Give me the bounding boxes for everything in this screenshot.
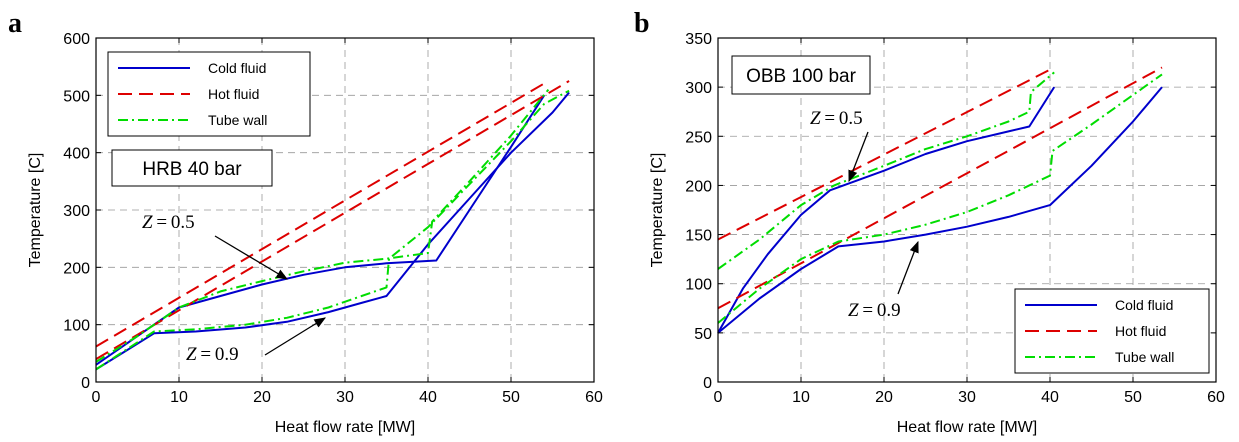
panel-b: b 0 10 20 30 40 50 60 0 50 100 150 200 250 300 350 Heat …	[634, 8, 1225, 436]
y-tick-label: 100	[685, 277, 712, 294]
annotation-arrow	[897, 240, 919, 295]
x-tick-label: 50	[1124, 389, 1142, 406]
series-line-tube-wall	[717, 73, 1163, 324]
series-line-cold-fluid	[95, 94, 546, 366]
panel-letter: a	[8, 8, 22, 39]
x-tick-label: 20	[875, 389, 893, 406]
annotation-label: Z = 0.5	[142, 212, 195, 233]
series-line-cold-fluid	[717, 86, 1163, 334]
x-tick-label: 10	[170, 389, 188, 406]
annotation-arrow	[848, 131, 869, 183]
x-tick-label: 10	[792, 389, 810, 406]
x-tick-label: 0	[714, 389, 723, 406]
annotation-arrow	[214, 235, 289, 280]
y-tick-label: 500	[63, 88, 90, 105]
y-tick-label: 0	[81, 375, 90, 392]
y-tick-label: 300	[63, 203, 90, 220]
y-tick-label: 150	[685, 228, 712, 245]
series-line-tube-wall	[717, 71, 1055, 270]
y-axis-label: Temperature [C]	[649, 153, 666, 268]
legend-entry: Tube wall	[208, 112, 267, 128]
condition-label: OBB 100 bar	[746, 66, 857, 87]
condition-label: HRB 40 bar	[142, 159, 242, 180]
annotation-label: Z = 0.9	[186, 344, 239, 365]
x-axis-label: Heat flow rate [MW]	[275, 419, 415, 436]
x-tick-label: 30	[958, 389, 976, 406]
series-line-hot-fluid	[95, 80, 570, 360]
x-tick-label: 30	[336, 389, 354, 406]
x-tick-label: 40	[1041, 389, 1059, 406]
series-line-hot-fluid	[95, 80, 549, 348]
y-tick-label: 200	[685, 178, 712, 195]
legend-entry: Cold fluid	[208, 60, 266, 76]
annotation-arrow	[264, 317, 326, 356]
legend-entry: Tube wall	[1115, 349, 1174, 365]
condition-box	[111, 149, 273, 187]
condition-box	[731, 55, 871, 95]
annotation-label: Z = 0.5	[810, 108, 863, 129]
y-tick-label: 300	[685, 80, 712, 97]
annotation-label: Z = 0.9	[848, 300, 901, 321]
legend-entry: Cold fluid	[1115, 297, 1173, 313]
y-tick-label: 250	[685, 129, 712, 146]
y-tick-label: 0	[703, 375, 712, 392]
x-tick-label: 20	[253, 389, 271, 406]
series-line-cold-fluid	[95, 91, 570, 371]
y-tick-label: 350	[685, 31, 712, 48]
y-tick-label: 600	[63, 31, 90, 48]
x-axis-label: Heat flow rate [MW]	[897, 419, 1037, 436]
x-tick-label: 50	[502, 389, 520, 406]
series-line-tube-wall	[95, 88, 550, 363]
x-tick-label: 60	[1207, 389, 1225, 406]
y-tick-label: 200	[63, 260, 90, 277]
y-tick-label: 100	[63, 318, 90, 335]
panel-letter: b	[634, 8, 650, 39]
legend-entry: Hot fluid	[1115, 323, 1166, 339]
y-tick-label: 50	[694, 326, 712, 343]
legend-box	[1014, 288, 1210, 374]
x-tick-label: 0	[92, 389, 101, 406]
legend-entry: Hot fluid	[208, 86, 259, 102]
series-line-tube-wall	[95, 89, 570, 371]
x-tick-label: 60	[585, 389, 603, 406]
x-tick-label: 40	[419, 389, 437, 406]
series-line-cold-fluid	[717, 86, 1056, 334]
y-tick-label: 400	[63, 146, 90, 163]
y-axis-label: Temperature [C]	[27, 153, 44, 268]
series-line-hot-fluid	[717, 66, 1163, 310]
